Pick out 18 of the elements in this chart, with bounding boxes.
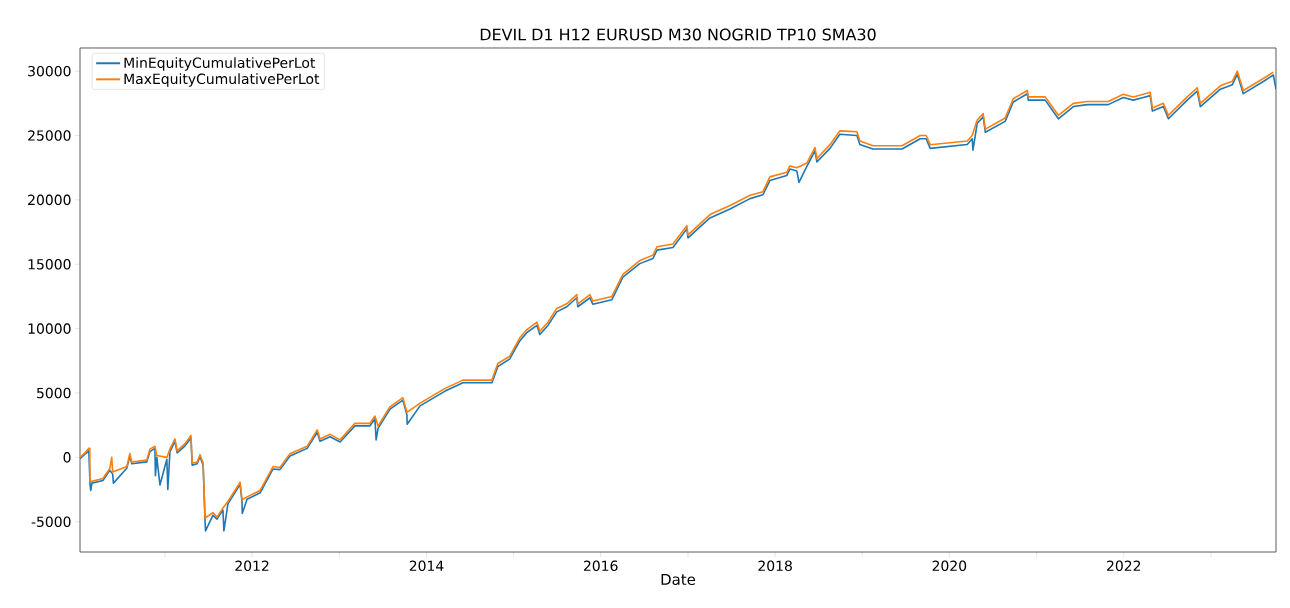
y-tick-label: 15000 xyxy=(28,258,71,270)
legend-label: MinEquityCumulativePerLot xyxy=(124,57,316,71)
y-tick-label: 20000 xyxy=(28,194,71,206)
y-tick-label: 10000 xyxy=(28,323,71,334)
x-tick-label: 2020 xyxy=(932,560,967,572)
x-tick-label: 2012 xyxy=(235,560,269,572)
x-axis-title: Date xyxy=(661,573,696,586)
y-tick-label: 0 xyxy=(63,452,71,463)
x-tick-label: 2014 xyxy=(409,560,444,572)
x-tick-label: 2018 xyxy=(758,560,792,572)
legend-label: MaxEquityCumulativePerLot xyxy=(124,73,320,87)
x-tick-label: 2022 xyxy=(1107,560,1141,572)
x-tick-label: 2016 xyxy=(583,560,618,572)
y-tick-label: 25000 xyxy=(28,130,71,141)
chart-title: DEVIL D1 H12 EURUSD M30 NOGRID TP10 SMA30 xyxy=(480,28,876,41)
y-tick-label: 5000 xyxy=(37,387,71,399)
y-tick-label: 30000 xyxy=(28,65,71,77)
y-tick-label: -5000 xyxy=(31,516,71,528)
